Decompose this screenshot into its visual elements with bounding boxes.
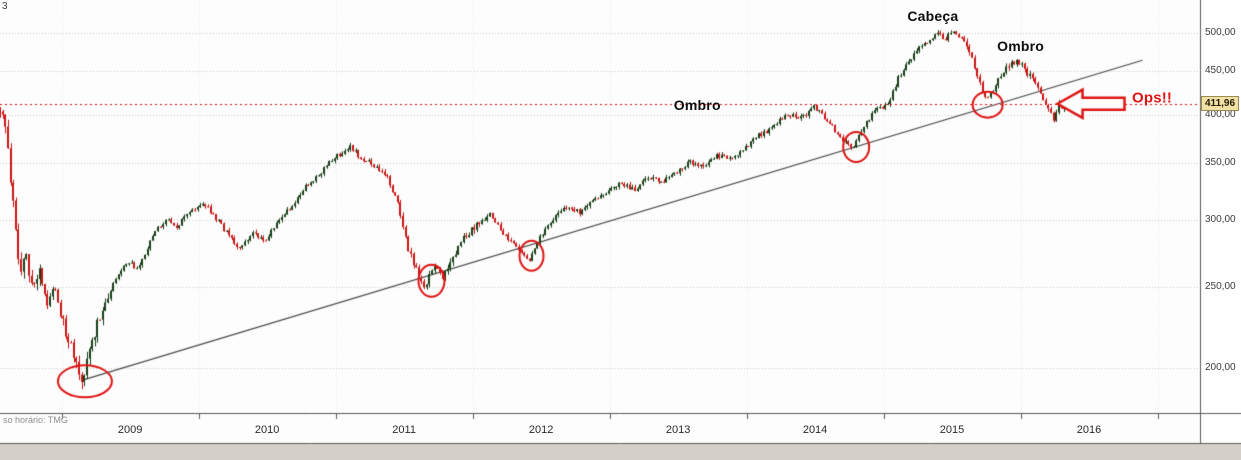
x-axis-year-label: 2011 [392,424,416,436]
y-axis-label: 200,00 [1205,362,1236,374]
corner-text-fragment: 3 [2,1,8,12]
x-axis-year-label: 2016 [1076,424,1102,436]
y-axis-label: 350,00 [1205,157,1236,169]
price-axis-panel[interactable]: 500,00 450,00 400,00 350,00 300,00 250,00 200,… [1200,0,1241,443]
x-axis-year-label: 2012 [528,424,554,436]
time-axis-panel[interactable]: 2009 2010 2011 2012 2013 2014 2015 2016 [0,414,1200,443]
x-axis-year-label: 2013 [665,424,691,436]
x-axis-year-label: 2009 [117,424,143,436]
x-axis-year-label: 2015 [939,424,965,436]
timezone-label: so horário: TMG [3,415,68,425]
y-axis-label: 250,00 [1205,280,1236,292]
bottom-bar [0,444,1241,460]
y-axis-label: 500,00 [1205,26,1236,38]
last-price-tag: 411,96 [1201,95,1240,111]
x-axis-year-label: 2014 [802,424,828,436]
y-axis-label: 300,00 [1205,213,1236,225]
y-axis-label: 450,00 [1205,65,1236,77]
x-axis-year-label: 2010 [254,424,280,436]
y-axis-label: 400,00 [1205,108,1236,120]
